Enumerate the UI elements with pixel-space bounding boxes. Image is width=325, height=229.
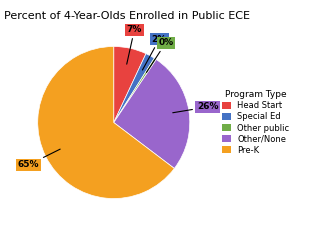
Legend: Head Start, Special Ed, Other public, Other/None, Pre-K: Head Start, Special Ed, Other public, Ot…: [222, 90, 290, 155]
Text: Percent of 4-Year-Olds Enrolled in Public ECE: Percent of 4-Year-Olds Enrolled in Publi…: [4, 11, 250, 21]
Text: 26%: 26%: [173, 103, 218, 113]
Wedge shape: [38, 46, 174, 199]
Wedge shape: [114, 46, 146, 123]
Wedge shape: [114, 54, 154, 123]
Wedge shape: [114, 60, 190, 169]
Text: 65%: 65%: [18, 149, 60, 169]
Text: 2%: 2%: [142, 35, 167, 70]
Text: 0%: 0%: [147, 38, 173, 72]
Wedge shape: [114, 58, 156, 123]
Text: 7%: 7%: [127, 25, 142, 64]
